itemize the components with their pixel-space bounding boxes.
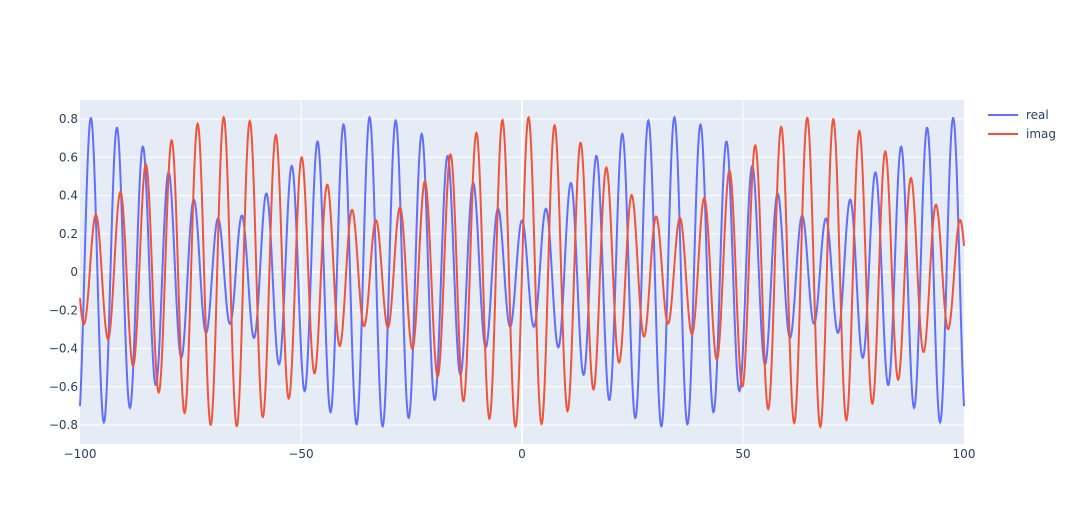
- x-tick-label: 50: [735, 447, 750, 461]
- y-axis-ticks: −0.8 −0.6 −0.4 −0.2 0 0.2 0.4 0.6 0.8: [49, 112, 78, 432]
- y-tick-label: 0: [70, 265, 78, 279]
- legend-label-imag: imag: [1026, 127, 1056, 141]
- y-tick-label: 0.4: [59, 189, 78, 203]
- legend-item-imag[interactable]: imag: [988, 127, 1056, 141]
- y-tick-label: 0.6: [59, 150, 78, 164]
- y-tick-label: −0.4: [49, 342, 78, 356]
- x-tick-label: 100: [953, 447, 976, 461]
- y-tick-label: 0.2: [59, 227, 78, 241]
- x-axis-ticks: −100 −50 0 50 100: [64, 447, 976, 461]
- legend: real imag: [988, 108, 1056, 141]
- y-tick-label: −0.2: [49, 303, 78, 317]
- trace-real[interactable]: [79, 115, 965, 428]
- x-tick-label: 0: [518, 447, 526, 461]
- y-tick-label: −0.6: [49, 380, 78, 394]
- legend-label-real: real: [1026, 108, 1049, 122]
- x-tick-label: −100: [64, 447, 97, 461]
- x-tick-label: −50: [288, 447, 313, 461]
- legend-item-real[interactable]: real: [988, 108, 1049, 122]
- trace-imag[interactable]: [79, 115, 965, 429]
- y-tick-label: −0.8: [49, 418, 78, 432]
- traces: [79, 115, 965, 429]
- y-tick-label: 0.8: [59, 112, 78, 126]
